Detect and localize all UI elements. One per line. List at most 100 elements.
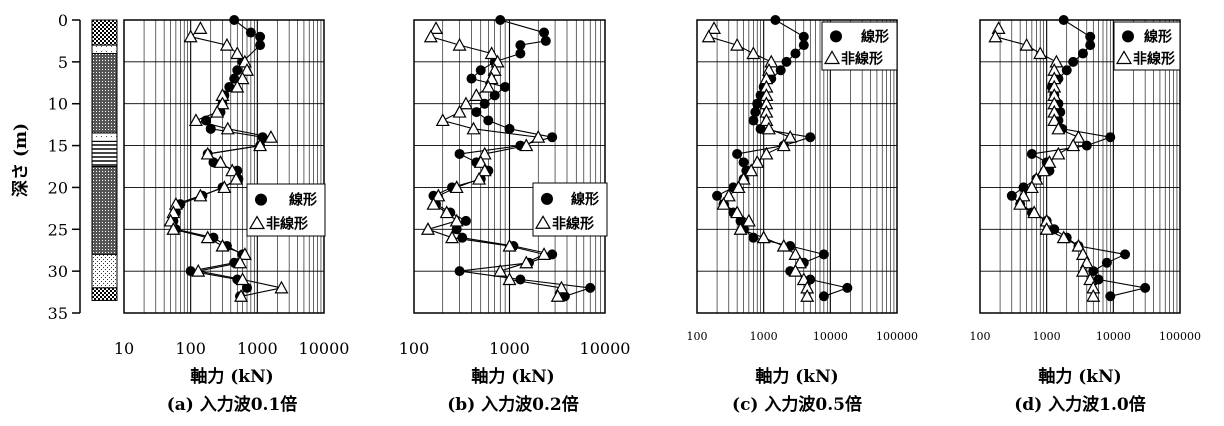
data-point-nonlinear bbox=[1042, 155, 1057, 168]
data-point-nonlinear bbox=[217, 180, 232, 194]
data-point-linear bbox=[750, 107, 761, 118]
legend-label-nonlinear: 非線形 bbox=[552, 215, 594, 232]
data-point-nonlinear bbox=[188, 113, 203, 127]
data-point-linear bbox=[770, 15, 781, 25]
data-point-linear bbox=[1105, 132, 1116, 143]
data-point-linear bbox=[818, 291, 829, 302]
depth-tick-label: 35 bbox=[48, 304, 68, 323]
data-point-nonlinear bbox=[193, 188, 208, 202]
data-point-linear bbox=[748, 115, 759, 126]
soil-layer bbox=[91, 44, 118, 54]
data-point-nonlinear bbox=[472, 171, 487, 185]
panel-c: 軸力 (kN) (c) 入力波0.5倍 100 1000 10000 100000 線形… bbox=[687, 15, 918, 415]
data-point-linear bbox=[738, 157, 749, 168]
data-point-linear bbox=[500, 81, 511, 92]
legend-label-nonlinear: 非線形 bbox=[841, 50, 883, 67]
legend-marker-nonlinear bbox=[248, 215, 266, 230]
data-point-nonlinear bbox=[428, 21, 444, 34]
x-tick-label: 10000 bbox=[580, 339, 631, 358]
data-point-nonlinear bbox=[420, 222, 435, 235]
data-point-nonlinear bbox=[225, 163, 240, 177]
data-point-linear bbox=[1077, 48, 1088, 59]
x-tick-label: 100000 bbox=[876, 330, 918, 343]
data-point-nonlinear bbox=[274, 280, 289, 294]
data-point-linear bbox=[1026, 148, 1037, 159]
data-point-nonlinear bbox=[219, 37, 234, 51]
data-point-linear bbox=[1018, 182, 1029, 193]
data-point-nonlinear bbox=[473, 155, 488, 168]
data-point-nonlinear bbox=[707, 21, 722, 34]
data-point-linear bbox=[732, 148, 743, 159]
data-point-nonlinear bbox=[1056, 230, 1071, 244]
data-point-linear bbox=[229, 15, 240, 25]
data-point-linear bbox=[1140, 282, 1151, 293]
data-point-linear bbox=[805, 132, 816, 143]
depth-tick-label: 25 bbox=[48, 220, 68, 239]
data-point-linear bbox=[1120, 249, 1131, 260]
data-point-linear bbox=[255, 40, 266, 51]
data-point-nonlinear bbox=[452, 104, 467, 118]
x-tick-label: 10000 bbox=[813, 330, 848, 343]
data-point-linear bbox=[1068, 56, 1079, 67]
data-point-linear bbox=[451, 224, 462, 235]
data-point-linear bbox=[515, 274, 526, 285]
data-point-linear bbox=[483, 115, 494, 126]
data-point-linear bbox=[454, 266, 465, 277]
data-point-linear bbox=[547, 249, 558, 260]
data-point-linear bbox=[539, 27, 550, 38]
legend-marker-linear bbox=[1122, 30, 1134, 43]
depth-tick-label: 20 bbox=[48, 178, 68, 197]
data-point-nonlinear bbox=[229, 171, 244, 185]
data-point-nonlinear bbox=[449, 213, 464, 227]
data-point-nonlinear bbox=[200, 230, 215, 244]
data-point-linear bbox=[515, 48, 526, 59]
data-point-nonlinear bbox=[1013, 196, 1028, 210]
data-point-nonlinear bbox=[193, 21, 208, 34]
data-point-linear bbox=[466, 73, 477, 84]
panel-a-xlabel: 軸力 (kN) bbox=[190, 366, 273, 387]
data-point-nonlinear bbox=[1051, 121, 1066, 135]
legend-label-nonlinear: 非線形 bbox=[1133, 50, 1175, 67]
legend-marker-nonlinear bbox=[823, 50, 841, 65]
x-tick-label: 10 bbox=[114, 339, 134, 358]
data-point-nonlinear bbox=[788, 263, 803, 277]
data-point-linear bbox=[454, 148, 465, 159]
data-point-nonlinear bbox=[776, 138, 791, 152]
data-point-nonlinear bbox=[191, 263, 206, 277]
data-point-nonlinear bbox=[733, 222, 748, 235]
panel-c-xlabel: 軸力 (kN) bbox=[755, 366, 838, 387]
data-point-nonlinear bbox=[741, 213, 756, 227]
data-point-nonlinear bbox=[701, 29, 716, 43]
data-point-linear bbox=[1058, 15, 1069, 25]
legend-label-linear: 線形 bbox=[861, 28, 889, 45]
data-point-linear bbox=[205, 123, 216, 134]
data-point-linear bbox=[781, 56, 792, 67]
data-point-nonlinear bbox=[235, 71, 250, 85]
data-point-nonlinear bbox=[253, 138, 268, 152]
data-point-nonlinear bbox=[215, 96, 230, 110]
data-point-linear bbox=[755, 123, 766, 134]
data-point-linear bbox=[515, 40, 526, 51]
data-point-nonlinear bbox=[783, 129, 798, 143]
data-point-linear bbox=[1085, 40, 1096, 51]
depth-tick-label: 5 bbox=[58, 53, 68, 72]
plot-frame bbox=[123, 19, 325, 314]
data-point-nonlinear bbox=[1075, 247, 1090, 260]
data-point-nonlinear bbox=[166, 222, 181, 235]
data-point-linear bbox=[540, 35, 551, 46]
x-tick-label: 100000 bbox=[1159, 330, 1201, 343]
data-point-nonlinear bbox=[1039, 222, 1054, 235]
data-point-nonlinear bbox=[469, 88, 484, 101]
data-point-nonlinear bbox=[531, 129, 546, 143]
data-point-nonlinear bbox=[788, 247, 803, 260]
data-point-nonlinear bbox=[756, 230, 771, 244]
legend-marker-nonlinear bbox=[1115, 50, 1133, 65]
data-point-nonlinear bbox=[519, 255, 534, 269]
data-point-linear bbox=[471, 107, 482, 118]
data-point-linear bbox=[504, 123, 515, 134]
data-point-linear bbox=[245, 27, 256, 38]
data-point-nonlinear bbox=[1047, 113, 1062, 127]
data-point-linear bbox=[775, 65, 786, 76]
data-point-nonlinear bbox=[239, 62, 255, 76]
panel-c-caption: (c) 入力波0.5倍 bbox=[732, 394, 862, 415]
